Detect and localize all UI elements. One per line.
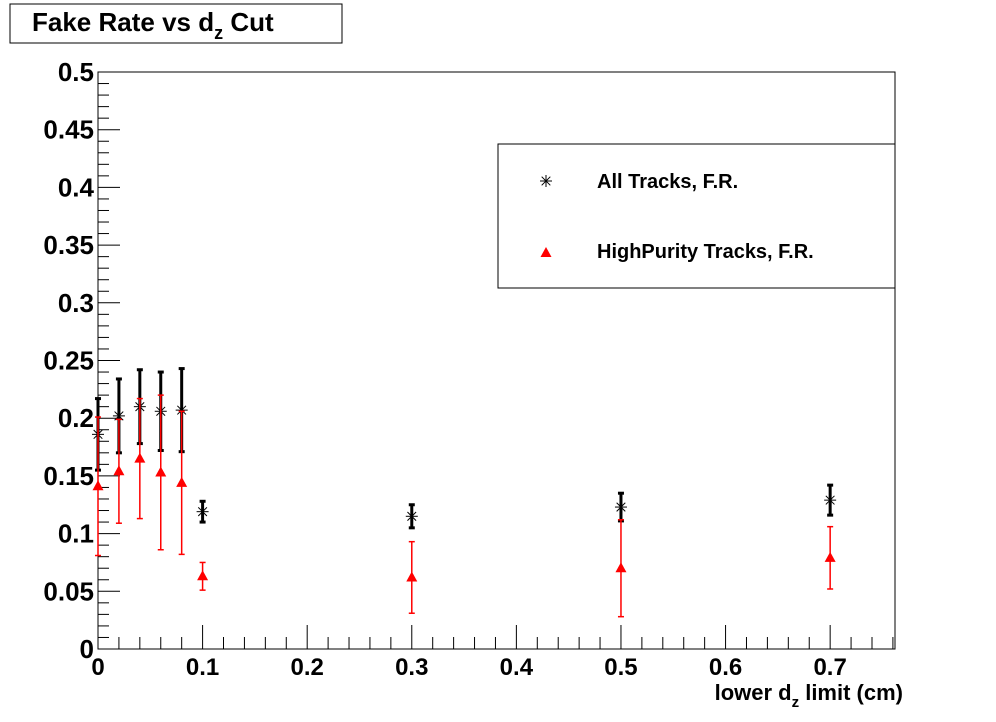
y-tick-label: 0.05 [43, 576, 94, 606]
y-tick-label: 0.25 [43, 346, 94, 376]
star-stroke [177, 405, 187, 415]
x-tick-label: 0.5 [604, 654, 637, 681]
y-tick-label: 0.45 [43, 115, 94, 145]
y-tick-label: 0.4 [58, 172, 95, 202]
x-tick-label: 0.2 [290, 654, 323, 681]
y-tick-label: 0.15 [43, 461, 94, 491]
y-tick-label: 0.2 [58, 403, 94, 433]
y-tick-label: 0 [80, 634, 94, 664]
legend-label-highpurity-tracks: HighPurity Tracks, F.R. [597, 241, 814, 263]
star-stroke [541, 176, 551, 186]
data-point [92, 480, 104, 491]
legend-label-all-tracks: All Tracks, F.R. [597, 171, 738, 193]
star-stroke [825, 495, 835, 505]
data-point [406, 571, 418, 582]
x-tick-label: 0.1 [186, 654, 219, 681]
y-tick-label: 0.3 [58, 288, 94, 318]
y-tick-label: 0.35 [43, 230, 94, 260]
data-marks [92, 367, 837, 618]
legend-marker-triangle-icon [540, 247, 552, 257]
series-highpurity-tracks [92, 394, 836, 618]
title-box: Fake Rate vs dz Cut [9, 3, 343, 44]
data-point [196, 505, 209, 518]
star-stroke [407, 511, 417, 521]
axes: 0 0.05 0.1 0.15 0.2 0.25 0.3 0.35 0.4 0.45 0.5 0 0.1… [43, 57, 894, 681]
legend: All Tracks, F.R. HighPurity Tracks, F.R. [497, 143, 896, 289]
data-point [176, 476, 188, 487]
y-tick-label: 0.1 [58, 519, 94, 549]
y-tick-label: 0.5 [58, 57, 94, 87]
chart-title: Fake Rate vs dz Cut [32, 7, 274, 43]
x-axis-label: lower dz limit (cm) [715, 680, 903, 711]
star-stroke [197, 507, 208, 517]
data-point [615, 562, 627, 573]
data-point [155, 466, 167, 477]
data-point [113, 465, 125, 476]
x-tick-label: 0 [91, 654, 104, 681]
legend-box [497, 143, 896, 289]
data-point [824, 494, 837, 507]
star-stroke [616, 502, 626, 512]
data-point [824, 551, 836, 562]
data-point [614, 501, 627, 514]
data-point [134, 452, 146, 463]
data-point [197, 570, 209, 581]
x-tick-label: 0.3 [395, 654, 428, 681]
legend-marker-star-icon [540, 175, 552, 187]
x-tick-label: 0.4 [500, 654, 534, 681]
data-point [405, 510, 418, 523]
x-tick-label: 0.7 [813, 654, 846, 681]
x-tick-label: 0.6 [709, 654, 742, 681]
